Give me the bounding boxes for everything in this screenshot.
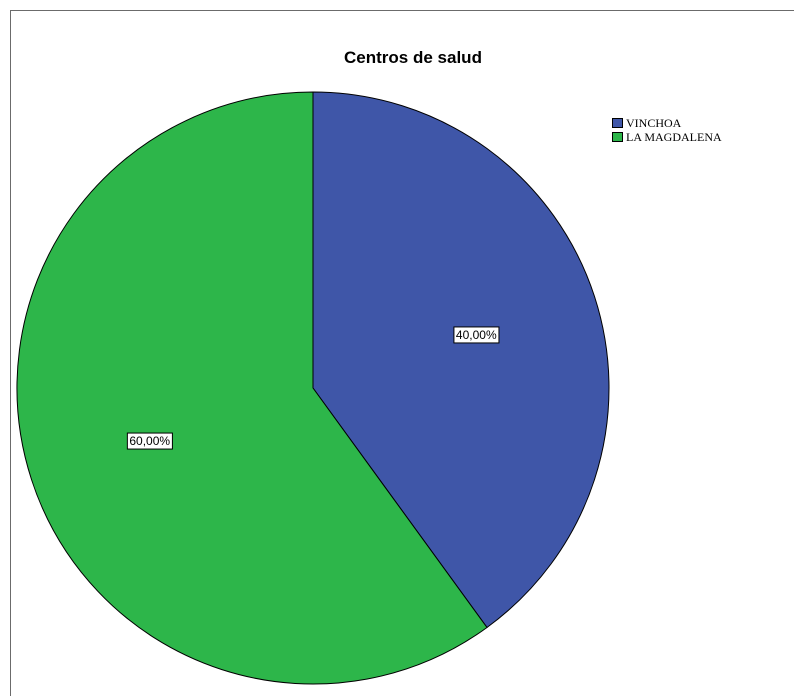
slice-label-vinchoa: 40,00% <box>453 326 500 344</box>
legend-swatch-vinchoa <box>612 118 623 128</box>
legend-item-la-magdalena: LA MAGDALENA <box>612 130 722 144</box>
chart-legend: VINCHOA LA MAGDALENA <box>612 116 722 144</box>
slice-label-box <box>453 326 500 344</box>
slice-label-text: 60,00% <box>129 434 170 448</box>
legend-item-vinchoa: VINCHOA <box>612 116 722 130</box>
legend-label-la-magdalena: LA MAGDALENA <box>626 129 722 144</box>
legend-label-vinchoa: VINCHOA <box>626 115 682 130</box>
slice-label-la-magdalena: 60,00% <box>126 432 173 450</box>
slice-label-text: 40,00% <box>456 328 497 342</box>
legend-swatch-la-magdalena <box>612 132 623 142</box>
chart-title: Centros de salud <box>344 48 482 67</box>
pie-slice-la-magdalena <box>16 91 488 685</box>
pie-slice-vinchoa <box>312 91 610 629</box>
chart-frame <box>10 10 794 696</box>
slice-label-box <box>126 432 173 450</box>
